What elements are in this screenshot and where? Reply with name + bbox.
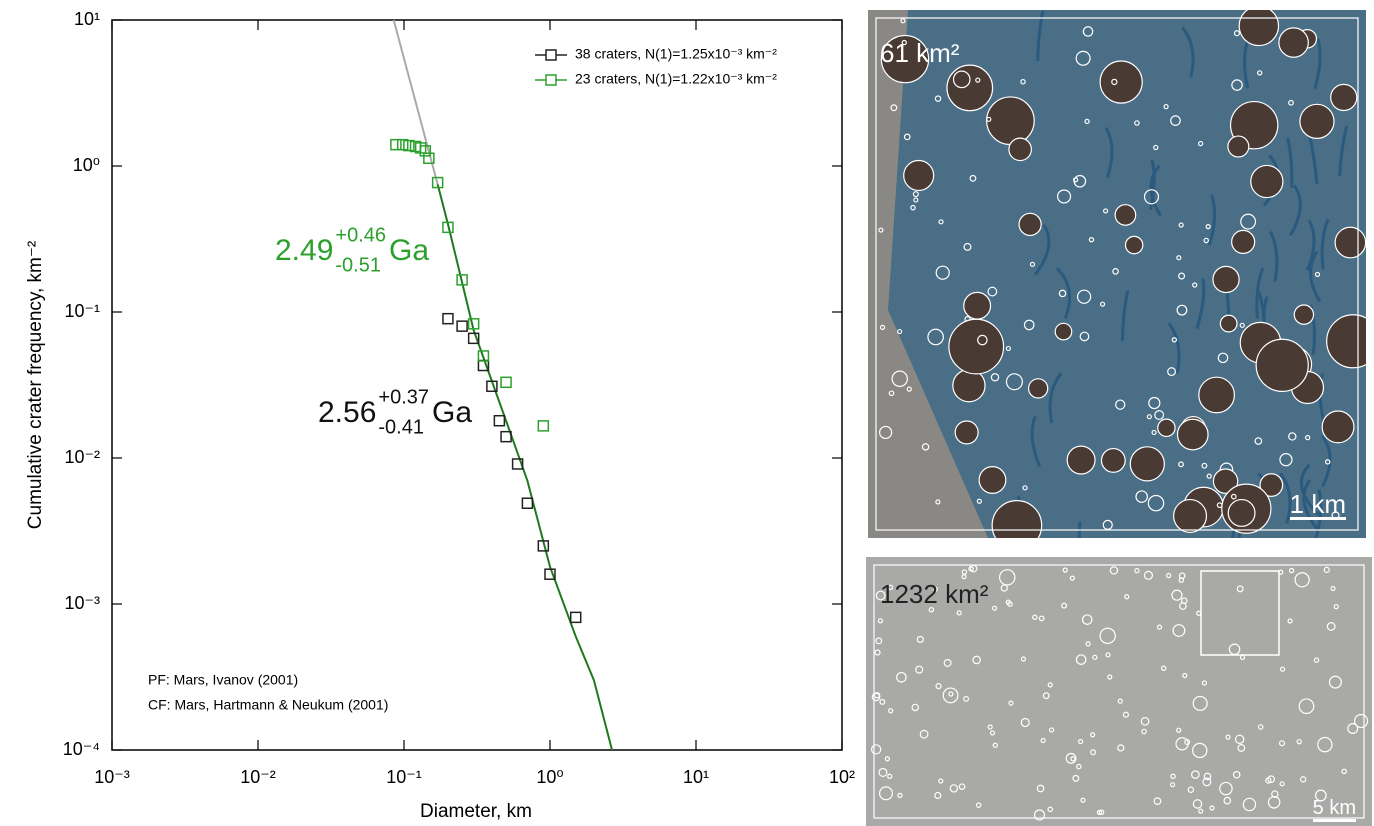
age-unit: Ga	[389, 234, 429, 267]
data-point	[494, 416, 504, 426]
crater	[1251, 165, 1283, 197]
crater	[1232, 230, 1255, 253]
crater	[955, 421, 978, 444]
x-tick-label: 10⁰	[536, 767, 563, 787]
crater	[1331, 84, 1357, 110]
age-minus: -0.51	[335, 254, 381, 276]
data-point	[443, 314, 453, 324]
x-axis-label: Diameter, km	[420, 801, 532, 822]
legend-label: 23 craters, N(1)=1.22x10⁻³ km⁻²	[575, 71, 777, 87]
crater	[1125, 236, 1142, 253]
fit-curve	[438, 184, 612, 750]
crater	[1174, 500, 1207, 533]
data-point	[522, 498, 532, 508]
age-value: 2.49	[275, 234, 333, 267]
x-tick-label: 10¹	[683, 767, 709, 787]
data-point	[571, 612, 581, 622]
crater	[1158, 419, 1175, 436]
crater	[979, 467, 1006, 494]
crater	[953, 71, 969, 87]
area-label: 61 km²	[880, 38, 959, 69]
crater	[1177, 419, 1208, 450]
crater	[1067, 446, 1095, 474]
age-value: 2.56	[318, 396, 376, 429]
x-tick-label: 10²	[829, 767, 855, 787]
crater	[1213, 266, 1239, 292]
y-tick-label: 10⁻²	[64, 447, 100, 467]
x-tick-label: 10⁻¹	[386, 767, 422, 787]
scale-bar: 1 km	[1290, 491, 1346, 520]
note: PF: Mars, Ivanov (2001)	[148, 672, 298, 688]
crater	[1100, 61, 1142, 103]
crater	[1322, 411, 1354, 443]
crater	[1228, 136, 1249, 157]
y-tick-label: 10⁻⁴	[63, 739, 100, 759]
y-tick-label: 10⁻¹	[64, 301, 100, 321]
crater	[904, 161, 934, 191]
map-panel: 61 km² 1 km	[868, 10, 1366, 538]
figure: Diameter, km Cumulative crater frequency…	[0, 0, 1374, 826]
crater	[1279, 28, 1308, 57]
crater	[1130, 447, 1164, 481]
crater	[1300, 104, 1334, 138]
crater	[1199, 377, 1235, 413]
y-tick-label: 10⁰	[73, 155, 100, 175]
note: CF: Mars, Hartmann & Neukum (2001)	[148, 697, 388, 713]
fit-curve	[394, 20, 438, 184]
crater	[1220, 315, 1237, 332]
crater	[1019, 213, 1041, 235]
crater	[1335, 227, 1366, 258]
crater	[1228, 500, 1255, 527]
legend-label: 38 craters, N(1)=1.25x10⁻³ km⁻²	[575, 46, 777, 62]
legend-marker	[546, 50, 556, 60]
crater	[1029, 379, 1048, 398]
data-point	[391, 140, 401, 150]
crater	[1115, 205, 1136, 226]
crater	[953, 370, 985, 402]
crater	[1055, 323, 1072, 340]
crater	[949, 319, 1004, 374]
crater	[1101, 449, 1125, 473]
data-point	[538, 421, 548, 431]
crater	[964, 292, 991, 319]
map-image	[868, 10, 1366, 538]
chart: Diameter, km Cumulative crater frequency…	[0, 0, 860, 826]
data-point	[501, 377, 511, 387]
crater	[987, 97, 1035, 145]
y-axis-label: Cumulative crater frequency, km⁻²	[25, 241, 46, 529]
y-tick-label: 10⁻³	[64, 593, 100, 613]
age-unit: Ga	[432, 396, 472, 429]
area-label: 1232 km²	[880, 579, 988, 610]
crater	[1239, 10, 1278, 46]
y-tick-label: 10¹	[74, 9, 100, 29]
crater	[1009, 138, 1031, 160]
crater	[947, 65, 993, 111]
age-plus: +0.37	[378, 386, 429, 408]
scale-bar: 5 km	[1313, 797, 1356, 822]
data-point	[457, 321, 467, 331]
legend-marker	[546, 75, 556, 85]
crater	[1256, 339, 1308, 391]
plot-frame	[112, 20, 842, 750]
x-tick-label: 10⁻²	[240, 767, 276, 787]
x-tick-label: 10⁻³	[94, 767, 130, 787]
crater	[1294, 305, 1313, 324]
age-minus: -0.41	[378, 416, 424, 438]
map-panel: 1232 km² 5 km	[866, 557, 1372, 826]
age-plus: +0.46	[335, 224, 386, 246]
